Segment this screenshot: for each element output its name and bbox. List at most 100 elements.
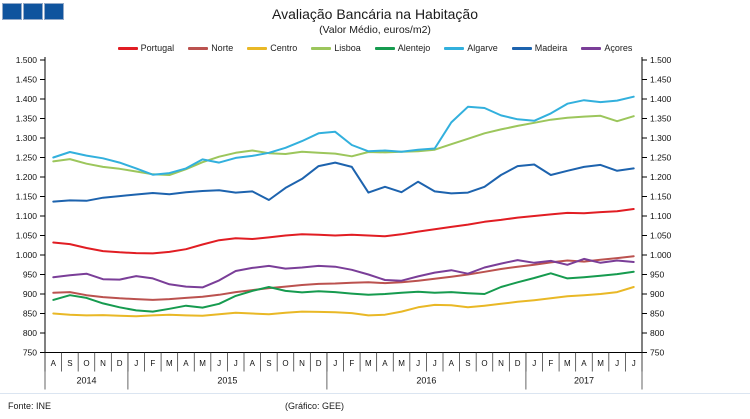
y-axis-label-left: 1.300	[16, 133, 38, 143]
month-label: M	[365, 359, 372, 368]
y-axis-label-left: 1.100	[16, 211, 38, 221]
legend-item-norte: Norte	[188, 43, 233, 53]
series-line-algarve	[52, 95, 635, 176]
source-label: Fonte: INE	[8, 401, 52, 411]
year-label: 2014	[76, 376, 96, 386]
legend-swatch-icon	[374, 46, 395, 50]
month-label: S	[67, 359, 72, 368]
month-label: N	[100, 359, 106, 368]
logo-square	[44, 3, 64, 20]
month-label: O	[481, 359, 487, 368]
y-axis-label-left: 1.250	[16, 153, 38, 163]
series-line-lisboa	[52, 114, 635, 176]
month-label: S	[266, 359, 271, 368]
y-axis-label-right: 1.350	[650, 114, 672, 124]
month-label: A	[51, 359, 57, 368]
y-axis-label-right: 950	[650, 270, 664, 280]
month-label: A	[581, 359, 587, 368]
y-axis-label-right: 1.450	[650, 75, 672, 85]
month-label: J	[615, 359, 619, 368]
month-label: A	[382, 359, 388, 368]
series-line-madeira	[52, 161, 635, 203]
y-axis-label-right: 1.300	[650, 133, 672, 143]
month-label: J	[234, 359, 238, 368]
y-axis-label-left: 1.050	[16, 231, 38, 241]
y-axis-label-right: 800	[650, 328, 664, 338]
y-axis-label-right: 900	[650, 289, 664, 299]
y-axis-label-left: 1.000	[16, 250, 38, 260]
month-label: A	[183, 359, 189, 368]
legend-swatch-icon	[581, 46, 602, 50]
series-line-alentejo	[52, 270, 635, 313]
y-axis-label-right: 1.400	[650, 94, 672, 104]
y-axis-label-right: 1.100	[650, 211, 672, 221]
month-label: J	[333, 359, 337, 368]
legend-label: Algarve	[467, 43, 498, 53]
series-line-portugal	[52, 208, 635, 255]
month-label: J	[632, 359, 636, 368]
month-label: D	[515, 359, 521, 368]
legend-label: Madeira	[534, 43, 568, 53]
year-label: 2016	[416, 376, 436, 386]
footer-separator	[0, 393, 750, 394]
y-axis-label-right: 850	[650, 309, 664, 319]
chart-legend: Portugal Norte Centro Lisboa Alentejo Algarve…	[60, 43, 690, 53]
logo-square	[2, 3, 22, 20]
year-label: 2015	[217, 376, 237, 386]
legend-swatch-icon	[444, 46, 465, 50]
legend-item-algarve: Algarve	[444, 43, 498, 53]
month-label: M	[199, 359, 206, 368]
month-label: O	[83, 359, 89, 368]
credit-label: (Gráfico: GEE)	[285, 401, 345, 411]
month-label: J	[416, 359, 420, 368]
month-label: N	[498, 359, 504, 368]
series-line-norte	[52, 255, 635, 301]
y-axis-label-left: 800	[23, 328, 37, 338]
chart-title: Avaliação Bancária na Habitação	[272, 6, 478, 22]
month-label: A	[250, 359, 256, 368]
month-label: M	[564, 359, 571, 368]
y-axis-label-right: 1.500	[650, 55, 672, 65]
legend-item-açores: Açores	[581, 43, 632, 53]
legend-label: Norte	[211, 43, 234, 53]
legend-item-portugal: Portugal	[117, 43, 174, 53]
month-label: O	[282, 359, 288, 368]
legend-swatch-icon	[188, 46, 209, 50]
month-label: D	[117, 359, 123, 368]
month-label: F	[349, 359, 354, 368]
y-axis-label-left: 900	[23, 289, 37, 299]
month-label: S	[465, 359, 470, 368]
month-label: J	[217, 359, 221, 368]
gee-logo	[2, 3, 65, 20]
legend-swatch-icon	[247, 46, 268, 50]
month-label: F	[548, 359, 553, 368]
y-axis-label-left: 950	[23, 270, 37, 280]
month-label: D	[316, 359, 322, 368]
series-line-centro	[52, 286, 635, 318]
chart-subtitle: (Valor Médio, euros/m2)	[319, 24, 431, 36]
month-label: A	[449, 359, 455, 368]
month-label: J	[134, 359, 138, 368]
y-axis-label-left: 1.150	[16, 192, 38, 202]
y-axis-label-left: 750	[23, 348, 37, 358]
logo-square	[23, 3, 43, 20]
y-axis-label-left: 1.400	[16, 94, 38, 104]
y-axis-label-right: 1.200	[650, 172, 672, 182]
legend-label: Centro	[270, 43, 298, 53]
legend-item-lisboa: Lisboa	[311, 43, 361, 53]
y-axis-label-right: 750	[650, 348, 664, 358]
month-label: N	[299, 359, 305, 368]
legend-item-madeira: Madeira	[511, 43, 568, 53]
legend-swatch-icon	[511, 46, 532, 50]
y-axis-label-right: 1.150	[650, 192, 672, 202]
legend-label: Açores	[604, 43, 633, 53]
y-axis-label-left: 1.350	[16, 114, 38, 124]
y-axis-label-left: 1.500	[16, 55, 38, 65]
legend-item-alentejo: Alentejo	[374, 43, 430, 53]
month-label: F	[150, 359, 155, 368]
month-label: J	[532, 359, 536, 368]
y-axis-label-left: 850	[23, 309, 37, 319]
month-label: M	[166, 359, 173, 368]
